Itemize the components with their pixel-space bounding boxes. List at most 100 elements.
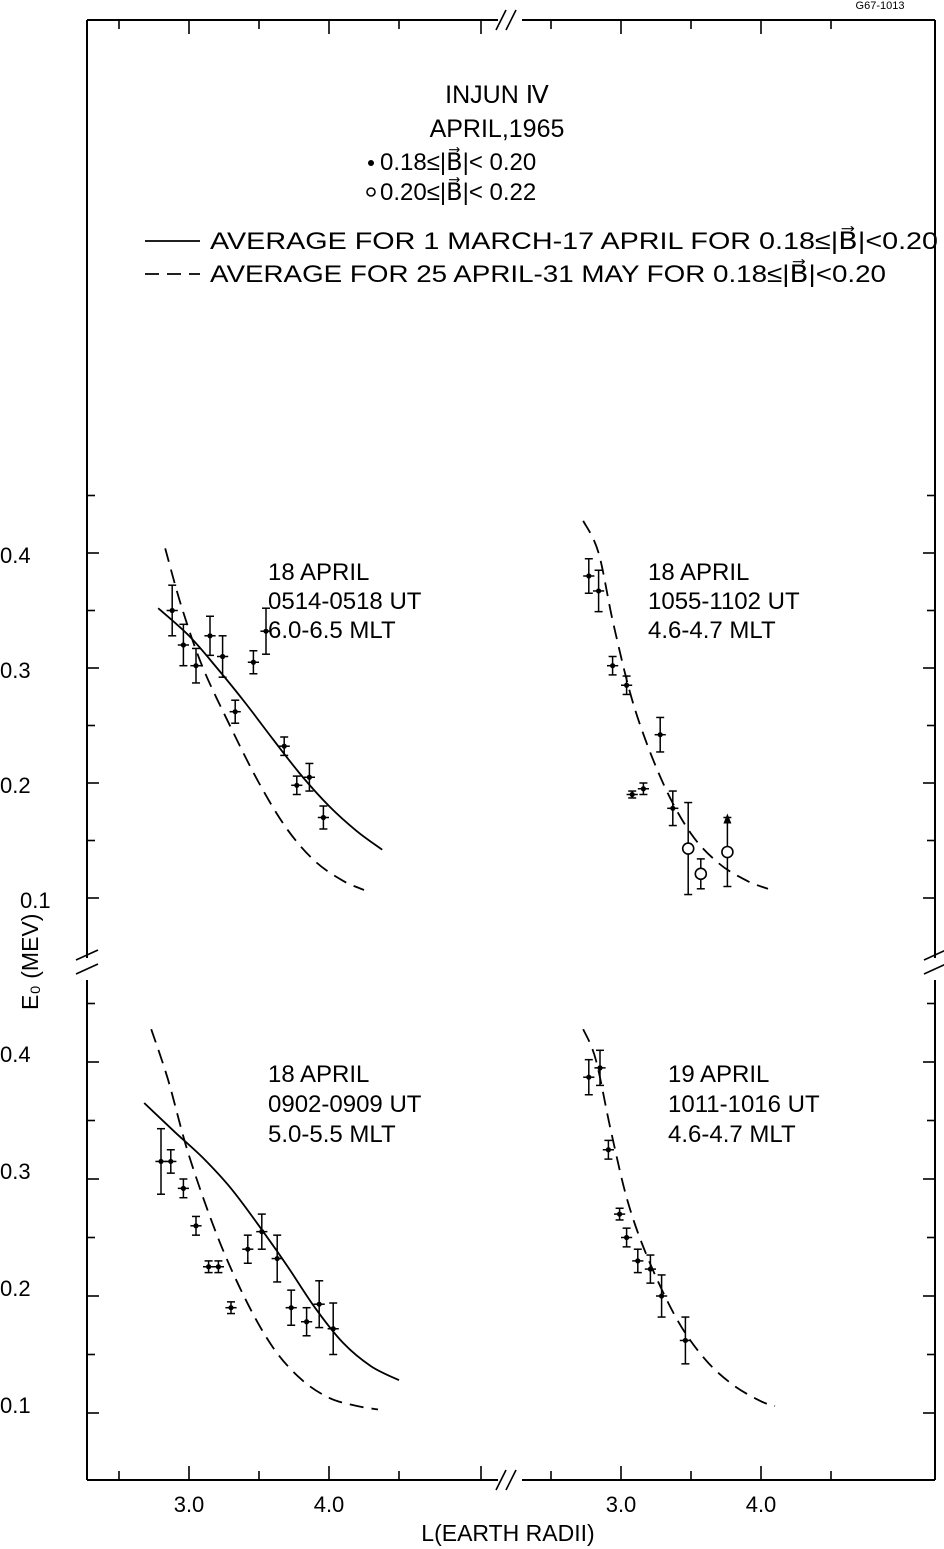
- x-tick-label: 4.0: [746, 1492, 777, 1517]
- panel-label-line: 4.6-4.7 MLT: [668, 1121, 796, 1148]
- data-point: [206, 1264, 212, 1270]
- y-tick-label: 0.3: [0, 1159, 31, 1184]
- x-axis-break-top: [495, 9, 517, 31]
- y-tick-label: 0.3: [0, 658, 31, 683]
- panel-1-label: 18 APRIL 0514-0518 UT 6.0-6.5 MLT: [268, 559, 422, 644]
- data-point: [274, 1255, 280, 1262]
- data-point: [647, 1266, 654, 1272]
- lower-limit-arrow-icon: [723, 813, 732, 824]
- data-point-ring: [681, 842, 695, 855]
- x-axis-break-bottom: [495, 1469, 517, 1491]
- average-curve-dashed: [164, 548, 365, 891]
- y-tick-label: 0.4: [0, 1042, 31, 1067]
- panel-label-line: 1055-1102 UT: [648, 588, 800, 615]
- y-tick-label: 0.1: [0, 1393, 31, 1418]
- data-point: [610, 663, 616, 669]
- data-point: [597, 1065, 603, 1071]
- panel-label-line: 5.0-5.5 MLT: [268, 1121, 396, 1148]
- data-point: [316, 1301, 322, 1307]
- data-point: [193, 663, 199, 669]
- data-point: [250, 659, 256, 665]
- data-point: [657, 732, 663, 738]
- panel-3-label: 18 APRIL 0902-0909 UT 5.0-5.5 MLT: [268, 1061, 422, 1148]
- y-tick-labels: 0.4 0.3 0.2 0.1 0.4 0.3 0.2 0.1: [0, 543, 51, 1418]
- average-curve-dashed: [582, 520, 769, 890]
- data-point: [263, 628, 269, 634]
- data-point-ring: [694, 867, 708, 881]
- data-point: [605, 1147, 612, 1153]
- panel-2-marks: [582, 520, 769, 896]
- data-point: [682, 1337, 689, 1344]
- data-point: [215, 1264, 221, 1270]
- data-point: [168, 1158, 174, 1165]
- data-point: [659, 1293, 665, 1299]
- data-point: [245, 1246, 251, 1252]
- data-point: [220, 653, 226, 660]
- data-point: [596, 588, 602, 594]
- header-date: APRIL,1965: [430, 115, 565, 143]
- y-tick-label: 0.4: [0, 543, 31, 568]
- y-axis-break: [75, 949, 944, 975]
- data-point: [640, 786, 647, 792]
- data-point: [670, 805, 676, 811]
- data-point-ring: [721, 845, 734, 859]
- dot-marker-icon: [368, 160, 374, 166]
- panel-label-line: 0514-0518 UT: [268, 588, 422, 615]
- panel-4-marks: [582, 1028, 776, 1407]
- panel-label-line: 1011-1016 UT: [668, 1091, 820, 1118]
- y-tick-label: 0.1: [20, 888, 51, 913]
- symbol-label-ring: 0.20≤|B⃗|< 0.22: [380, 177, 536, 206]
- data-point: [304, 1319, 310, 1325]
- panel-label-line: 0902-0909 UT: [268, 1091, 422, 1118]
- data-point: [586, 1074, 592, 1080]
- data-point: [207, 633, 213, 639]
- data-point: [169, 607, 175, 614]
- tick-marks: [87, 20, 935, 1480]
- data-point: [158, 1158, 164, 1165]
- header-key: INJUN Ⅳ APRIL,1965 0.18≤|B⃗|< 0.20 0.20≤…: [145, 81, 938, 288]
- ring-marker-icon: [366, 187, 376, 197]
- data-point: [624, 1234, 630, 1241]
- data-point: [193, 1223, 199, 1229]
- data-point: [180, 1185, 186, 1191]
- panel-1-marks: [157, 548, 383, 891]
- data-point: [281, 743, 287, 749]
- panel-label-line: 18 APRIL: [268, 559, 369, 586]
- panel-2-label: 18 APRIL 1055-1102 UT 4.6-4.7 MLT: [648, 559, 800, 644]
- curve-label-solid: AVERAGE FOR 1 MARCH-17 APRIL FOR 0.18≤|B…: [210, 226, 938, 255]
- x-tick-label: 3.0: [606, 1492, 637, 1517]
- data-point: [320, 814, 326, 821]
- data-point: [617, 1211, 623, 1217]
- symbol-label-dot: 0.18≤|B⃗|< 0.20: [380, 147, 536, 176]
- data-point: [629, 791, 635, 798]
- data-point: [635, 1258, 641, 1264]
- x-tick-label: 3.0: [174, 1492, 205, 1517]
- figure-id: G67-1013: [856, 0, 905, 12]
- x-tick-label: 4.0: [314, 1492, 345, 1517]
- y-axis-label: E₀ (MEV): [17, 914, 43, 1010]
- data-point: [228, 1305, 234, 1311]
- panel-label-line: 19 APRIL: [668, 1061, 769, 1088]
- header-title: INJUN Ⅳ: [445, 81, 549, 109]
- curve-label-dashed: AVERAGE FOR 25 APRIL-31 MAY FOR 0.18≤|B⃗…: [210, 259, 886, 288]
- data-point: [330, 1326, 336, 1332]
- panel-label-line: 4.6-4.7 MLT: [648, 617, 776, 644]
- average-curve-dashed: [582, 1028, 776, 1407]
- panel-label-line: 18 APRIL: [648, 559, 749, 586]
- y-tick-label: 0.2: [0, 1276, 31, 1301]
- data-point: [259, 1229, 265, 1235]
- data-point: [624, 682, 630, 688]
- data-point: [288, 1305, 294, 1311]
- x-axis-label: L(EARTH RADII): [421, 1520, 594, 1546]
- panel-4-label: 19 APRIL 1011-1016 UT 4.6-4.7 MLT: [668, 1061, 820, 1148]
- data-point: [294, 782, 300, 788]
- average-curve-dashed: [150, 1028, 379, 1411]
- data-point: [586, 573, 592, 579]
- data-point: [232, 709, 238, 715]
- panel-3-marks: [143, 1028, 400, 1411]
- average-curve-solid: [157, 607, 383, 851]
- data-point: [306, 774, 312, 780]
- x-tick-labels: 3.0 4.0 3.0 4.0: [174, 1492, 777, 1517]
- y-tick-label: 0.2: [0, 773, 31, 798]
